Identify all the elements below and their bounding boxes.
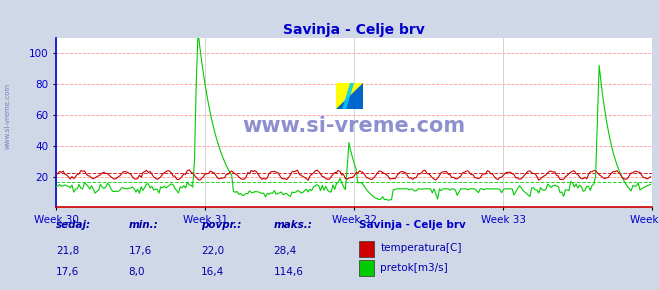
- Text: pretok[m3/s]: pretok[m3/s]: [380, 262, 448, 273]
- Text: 17,6: 17,6: [56, 267, 79, 277]
- Polygon shape: [336, 83, 362, 109]
- Text: 17,6: 17,6: [129, 246, 152, 256]
- Polygon shape: [343, 83, 353, 109]
- Text: 22,0: 22,0: [201, 246, 224, 256]
- Text: maks.:: maks.:: [273, 220, 312, 230]
- Text: Savinja - Celje brv: Savinja - Celje brv: [359, 220, 466, 230]
- Text: 8,0: 8,0: [129, 267, 145, 277]
- Text: 21,8: 21,8: [56, 246, 79, 256]
- Text: povpr.:: povpr.:: [201, 220, 241, 230]
- Text: temperatura[C]: temperatura[C]: [380, 243, 462, 253]
- Text: www.si-vreme.com: www.si-vreme.com: [5, 83, 11, 149]
- Title: Savinja - Celje brv: Savinja - Celje brv: [283, 23, 425, 37]
- Text: sedaj:: sedaj:: [56, 220, 91, 230]
- Text: www.si-vreme.com: www.si-vreme.com: [243, 116, 466, 136]
- Text: 16,4: 16,4: [201, 267, 224, 277]
- Text: min.:: min.:: [129, 220, 158, 230]
- Text: 28,4: 28,4: [273, 246, 297, 256]
- Polygon shape: [336, 83, 362, 109]
- Text: 114,6: 114,6: [273, 267, 303, 277]
